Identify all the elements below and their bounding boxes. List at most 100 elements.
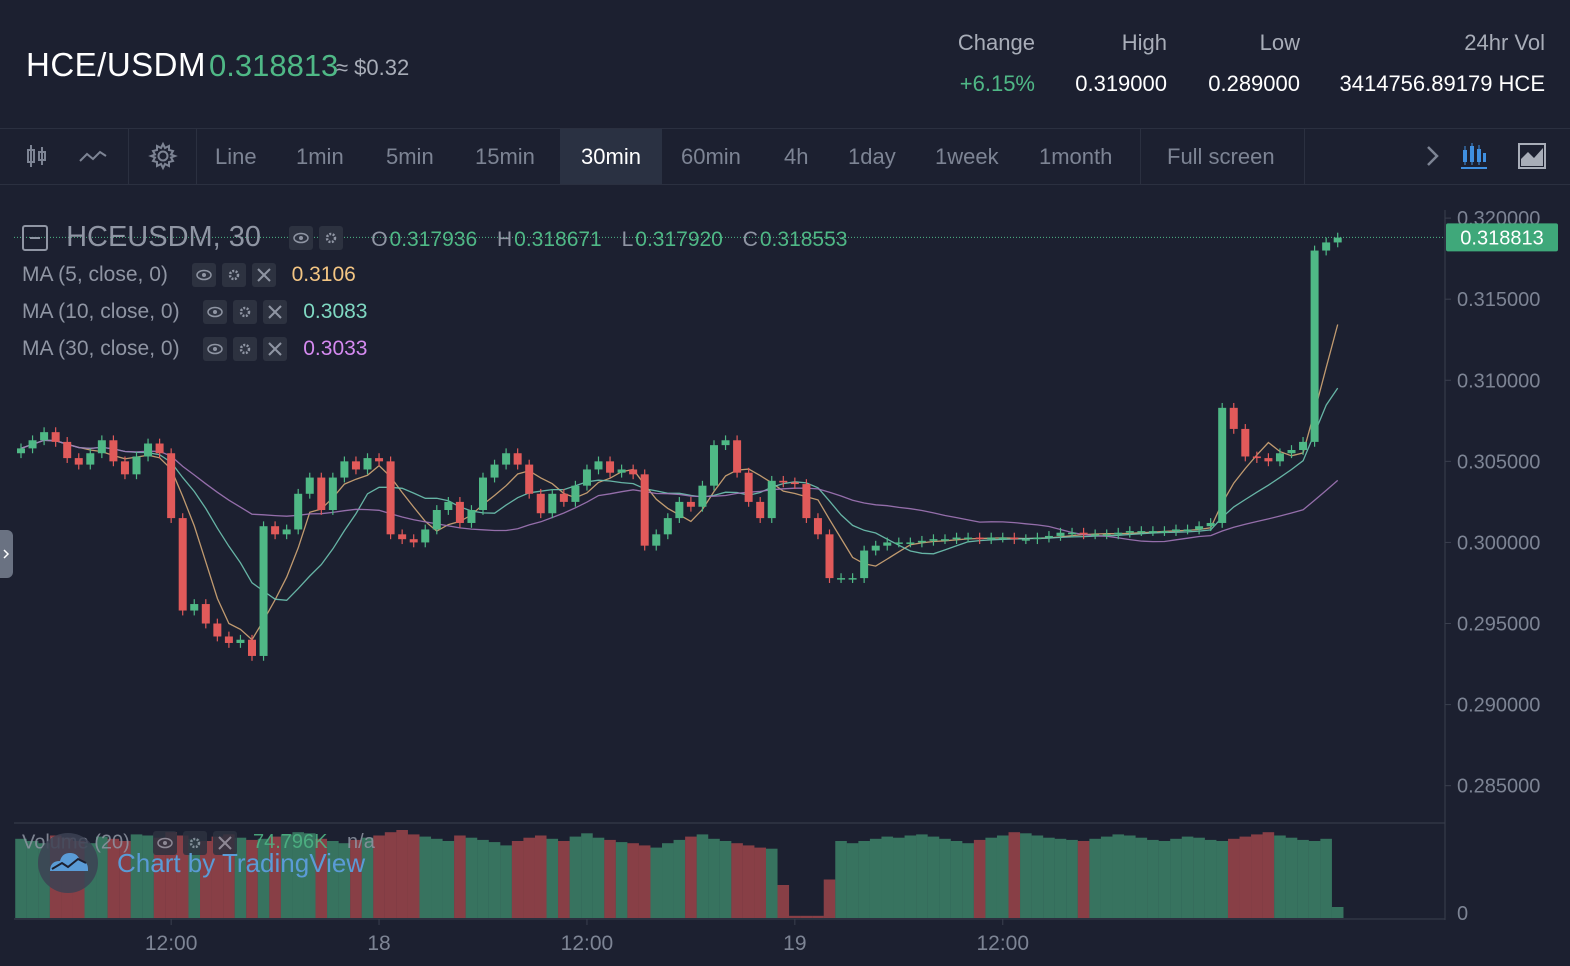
volume-bar bbox=[754, 847, 766, 918]
close-icon[interactable] bbox=[263, 300, 288, 325]
volume-bar bbox=[1297, 839, 1309, 918]
gear-icon[interactable] bbox=[319, 226, 344, 251]
volume-bar bbox=[257, 838, 270, 918]
settings-icon[interactable] bbox=[148, 141, 178, 171]
eye-icon[interactable] bbox=[191, 263, 216, 288]
interval-1day[interactable]: 1day bbox=[848, 144, 896, 169]
candle bbox=[421, 524, 430, 548]
volume-bar bbox=[1170, 838, 1182, 918]
price-chart[interactable]: 0.320000 0.315000 0.310000 0.305000 0.300000… bbox=[0, 185, 1570, 966]
tradingview-watermark[interactable]: Chart by TradingView bbox=[117, 848, 366, 878]
volume-bar bbox=[846, 843, 859, 918]
candle bbox=[375, 453, 384, 467]
interval-1month[interactable]: 1month bbox=[1039, 144, 1113, 169]
candle-body bbox=[698, 485, 707, 507]
candle-body bbox=[294, 493, 303, 530]
candle-body bbox=[1275, 453, 1284, 462]
candle-body bbox=[1206, 522, 1215, 527]
volume-bar bbox=[685, 836, 697, 918]
interval-1week[interactable]: 1week bbox=[935, 144, 999, 169]
line-chart-icon[interactable] bbox=[78, 141, 108, 171]
candle bbox=[120, 456, 129, 480]
last-price-badge bbox=[1446, 223, 1558, 252]
candle-body bbox=[155, 443, 164, 454]
candle bbox=[328, 472, 337, 515]
candle bbox=[213, 618, 222, 642]
candle bbox=[305, 472, 314, 499]
tradingview-logo-icon[interactable] bbox=[38, 833, 98, 893]
interval-1min[interactable]: 1min bbox=[296, 144, 344, 169]
candle bbox=[248, 634, 256, 661]
candle bbox=[1218, 402, 1227, 528]
gear-icon[interactable] bbox=[221, 263, 246, 288]
candle bbox=[525, 459, 534, 499]
candle-body bbox=[929, 539, 938, 541]
chart-canvas[interactable]: 0.3200000.3150000.3100000.3050000.300000… bbox=[0, 185, 1570, 966]
candle bbox=[51, 427, 60, 447]
candle bbox=[1241, 424, 1250, 462]
volume-bar bbox=[869, 838, 882, 918]
candle bbox=[698, 480, 707, 512]
volume-bar bbox=[904, 835, 917, 918]
interval-4h[interactable]: 4h bbox=[784, 144, 809, 169]
volume-bar bbox=[407, 834, 420, 918]
volume-bar bbox=[511, 841, 524, 918]
interval-30min[interactable]: 30min bbox=[560, 129, 662, 184]
gear-icon[interactable] bbox=[183, 831, 208, 855]
eye-icon[interactable] bbox=[203, 337, 228, 362]
candle-body bbox=[363, 458, 372, 470]
collapse-legend-icon[interactable] bbox=[22, 225, 48, 252]
eye-icon[interactable] bbox=[203, 300, 228, 325]
interval-5min[interactable]: 5min bbox=[386, 144, 434, 169]
close-icon[interactable] bbox=[213, 831, 238, 855]
volume-bar bbox=[142, 835, 154, 918]
candle-body bbox=[721, 440, 730, 446]
chevron-right-icon[interactable] bbox=[1418, 141, 1448, 171]
candle bbox=[617, 464, 626, 478]
candle bbox=[490, 459, 499, 483]
side-panel-toggle[interactable] bbox=[0, 530, 13, 578]
volume-bar bbox=[211, 836, 224, 918]
fullscreen-button[interactable]: Full screen bbox=[1167, 144, 1275, 169]
eye-icon[interactable] bbox=[289, 226, 314, 251]
candle bbox=[1310, 245, 1319, 447]
gear-icon[interactable] bbox=[233, 300, 258, 325]
candle-body bbox=[837, 578, 846, 580]
candle bbox=[1125, 526, 1134, 538]
interval-60min[interactable]: 60min bbox=[681, 144, 741, 169]
candle-body bbox=[1068, 532, 1077, 535]
candle bbox=[201, 599, 210, 629]
candle bbox=[548, 488, 557, 519]
volume-bar bbox=[962, 843, 974, 918]
volume-bar bbox=[604, 839, 616, 918]
candle bbox=[952, 532, 961, 545]
candlestick-icon[interactable] bbox=[22, 141, 52, 171]
candle bbox=[294, 488, 303, 535]
candle-body bbox=[1310, 250, 1319, 442]
volume-bar bbox=[985, 837, 997, 918]
interval-line[interactable]: Line bbox=[215, 144, 257, 169]
candle bbox=[1021, 534, 1030, 545]
volume-bar bbox=[1124, 835, 1136, 918]
volume-bar bbox=[130, 834, 143, 918]
candle-body bbox=[1287, 450, 1296, 454]
close-icon[interactable] bbox=[263, 337, 288, 362]
volume-bar bbox=[569, 836, 582, 918]
candle-body bbox=[271, 526, 280, 535]
candle-body bbox=[63, 441, 72, 459]
volume-bar bbox=[246, 839, 258, 918]
gear-icon[interactable] bbox=[233, 337, 258, 362]
price-tick-label: 0.295000 bbox=[1457, 614, 1540, 636]
close-icon[interactable] bbox=[251, 263, 276, 288]
ma30-line bbox=[20, 439, 1339, 543]
volume-bar bbox=[26, 841, 39, 918]
candle-chart-icon[interactable] bbox=[1459, 141, 1489, 171]
toolbar-divider bbox=[196, 129, 197, 184]
candle-body bbox=[571, 485, 580, 502]
volume-bar bbox=[534, 835, 547, 918]
candle-body bbox=[825, 534, 834, 579]
eye-icon[interactable] bbox=[153, 831, 178, 855]
volume-bar bbox=[315, 838, 328, 918]
area-chart-icon[interactable] bbox=[1517, 141, 1547, 171]
interval-15min[interactable]: 15min bbox=[475, 144, 535, 169]
